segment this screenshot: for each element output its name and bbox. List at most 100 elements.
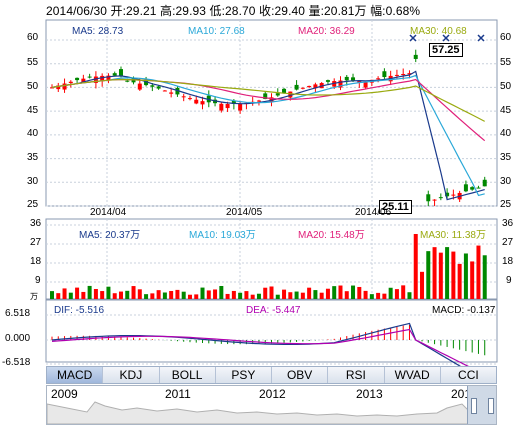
vol-y-tick: 9 — [35, 275, 41, 286]
candle-body — [144, 79, 149, 86]
candle-body — [162, 90, 167, 92]
vol-ma30-label: MA30: 11.38万 — [420, 230, 486, 241]
volume-bar — [68, 292, 73, 299]
candle-body — [50, 87, 54, 89]
vol-y-tick: 18 — [30, 256, 42, 267]
volume-bar — [244, 291, 249, 299]
candle-body — [363, 81, 368, 88]
volume-bar — [200, 287, 205, 299]
price-y-tick: 30 — [27, 176, 39, 187]
candle-body — [181, 96, 186, 98]
range-navigator[interactable]: 2009 2011 2012 2013 201 — [46, 385, 497, 425]
candle-body — [125, 80, 130, 82]
candle-body — [470, 187, 475, 190]
moving-average-line — [51, 74, 485, 197]
price-y-tick: 50 — [27, 81, 39, 92]
macd-value-label: MACD: -0.137 — [432, 305, 496, 316]
tab-obv[interactable]: OBV — [272, 367, 329, 383]
volume-bar — [238, 292, 243, 299]
candle-body — [325, 80, 330, 82]
candle-body — [300, 87, 305, 89]
candle-body — [150, 85, 155, 87]
tab-macd[interactable]: MACD — [47, 367, 104, 383]
volume-bar — [420, 271, 425, 299]
volume-bar — [144, 294, 149, 299]
price-y-tick-right: 40 — [500, 128, 512, 139]
price-y-tick-right: 30 — [500, 176, 512, 187]
volume-bar — [351, 285, 356, 299]
volume-bar — [463, 253, 468, 299]
candle-body — [200, 101, 205, 105]
volume-bar — [426, 251, 431, 299]
volume-bar — [282, 289, 287, 299]
volume-bar — [131, 286, 136, 299]
candle-body — [376, 78, 381, 80]
volume-bar — [187, 294, 192, 299]
candle-body — [426, 194, 431, 202]
price-y-tick-right: 50 — [500, 81, 512, 92]
volume-bar — [156, 290, 161, 299]
volume-bar — [50, 291, 54, 299]
candle-body — [256, 100, 261, 102]
candle-body — [68, 81, 73, 84]
tab-psy[interactable]: PSY — [216, 367, 272, 383]
vol-ma5-label: MA5: 20.37万 — [79, 230, 141, 241]
volume-bar — [332, 286, 337, 299]
volume-bar — [413, 234, 418, 299]
candle-body — [169, 92, 174, 94]
volume-bar — [476, 245, 481, 299]
volume-bar — [269, 286, 274, 299]
candle-body — [344, 76, 349, 81]
macd-dea-label: DEA: -5.447 — [246, 305, 301, 316]
macd-dea-line — [51, 328, 485, 376]
candle-body — [476, 187, 481, 189]
tab-boll[interactable]: BOLL — [160, 367, 216, 383]
volume-bar — [344, 291, 349, 299]
volume-bar — [401, 285, 406, 299]
candle-body — [112, 73, 117, 76]
tab-cci[interactable]: CCI — [458, 368, 479, 382]
tab-rsi[interactable]: RSI — [328, 367, 385, 383]
volume-bar — [75, 287, 80, 299]
low-price-label: 25.11 — [379, 200, 412, 214]
range-right-grip-icon[interactable] — [488, 398, 494, 414]
volume-bar — [288, 292, 293, 299]
volume-bar — [394, 289, 399, 299]
volume-bar — [457, 263, 462, 299]
candle-body — [62, 83, 67, 90]
volume-bar — [382, 293, 387, 299]
tab-wvad[interactable]: WVAD — [385, 367, 441, 383]
volume-bar — [87, 285, 92, 299]
volume-bar — [112, 293, 117, 299]
price-ma5-label: MA5: 28.73 — [72, 26, 124, 37]
volume-bar — [376, 292, 381, 299]
tab-kdj[interactable]: KDJ — [103, 367, 160, 383]
candle-body — [118, 69, 123, 76]
candle-body — [131, 78, 136, 83]
volume-bar — [225, 293, 230, 299]
date-tick: 2014/04 — [90, 207, 127, 218]
volume-bar — [56, 293, 61, 299]
range-selection-handle[interactable] — [467, 386, 496, 424]
volume-bar — [231, 290, 236, 299]
candle-body — [413, 54, 418, 59]
range-left-grip-icon[interactable] — [471, 398, 477, 414]
volume-bar — [445, 247, 450, 299]
price-y-tick-right: 35 — [500, 152, 512, 163]
navigator-overview-chart — [47, 401, 496, 424]
volume-bar — [407, 292, 412, 299]
volume-bar — [432, 247, 437, 299]
navigator-year: 2012 — [259, 387, 286, 401]
volume-bar — [213, 289, 218, 299]
volume-bar — [256, 293, 261, 299]
candle-body — [282, 88, 287, 94]
volume-bar — [319, 292, 324, 299]
volume-bar — [470, 261, 475, 299]
vol-y-tick-right: 18 — [502, 256, 514, 267]
price-y-tick-right: 25 — [500, 199, 512, 210]
candle-body — [93, 76, 98, 83]
volume-bar — [118, 291, 123, 299]
volume-bar — [175, 289, 180, 299]
volume-bar — [369, 294, 374, 299]
